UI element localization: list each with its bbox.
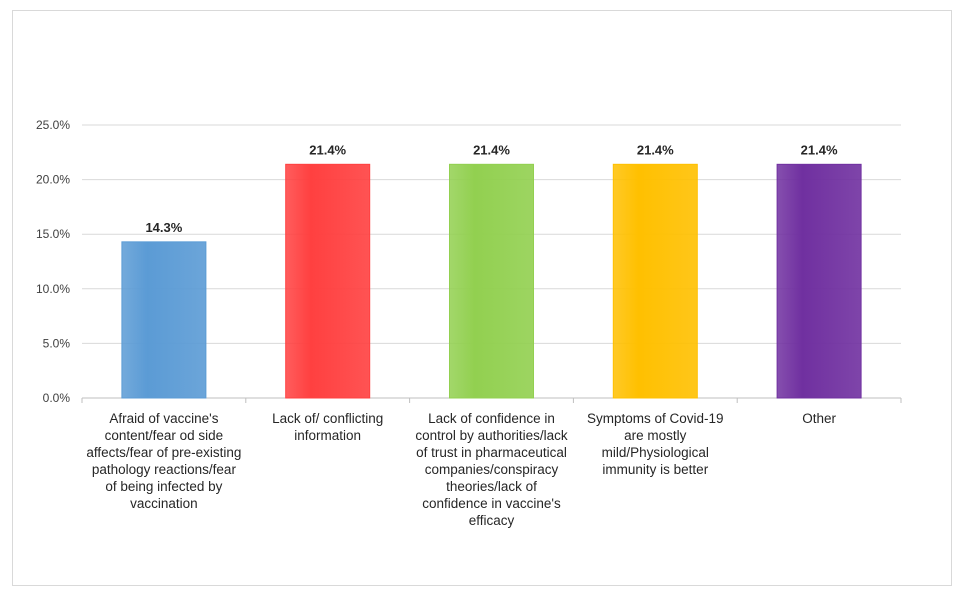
category-label: Other	[802, 411, 836, 426]
bar	[121, 241, 207, 399]
bar	[776, 163, 862, 399]
y-tick-label: 10.0%	[36, 282, 70, 296]
category-label: Lack of/ conflicting information	[272, 411, 384, 443]
y-tick-label: 25.0%	[36, 118, 70, 132]
data-label: 21.4%	[309, 142, 346, 157]
y-tick-label: 20.0%	[36, 173, 70, 187]
data-label: 21.4%	[637, 142, 674, 157]
y-tick-label: 5.0%	[43, 336, 71, 350]
bars	[121, 163, 862, 399]
bar	[612, 163, 698, 399]
axes: 0.0% 5.0% 10.0% 15.0% 20.0% 25.0%	[36, 118, 902, 405]
category-label: Symptoms of Covid-19 are mostly mild/Phy…	[587, 411, 724, 477]
data-label: 21.4%	[473, 142, 510, 157]
y-tick-label: 15.0%	[36, 227, 70, 241]
category-label: Afraid of vaccine's content/fear od side…	[86, 411, 242, 511]
category-label: Lack of confidence in control by authori…	[415, 411, 568, 528]
data-label: 21.4%	[801, 142, 838, 157]
data-label: 14.3%	[145, 220, 182, 235]
y-tick-label: 0.0%	[43, 391, 71, 405]
data-labels: 14.3% 21.4% 21.4% 21.4% 21.4%	[145, 142, 838, 235]
bar	[285, 163, 371, 399]
bar	[449, 163, 534, 399]
